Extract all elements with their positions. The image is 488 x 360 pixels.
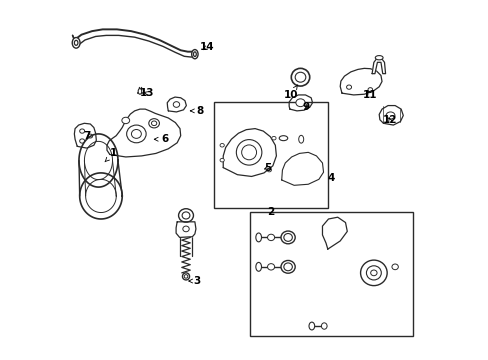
Polygon shape xyxy=(378,105,403,125)
Ellipse shape xyxy=(367,88,372,91)
Polygon shape xyxy=(340,68,381,95)
Ellipse shape xyxy=(151,121,157,126)
Ellipse shape xyxy=(80,139,84,143)
Ellipse shape xyxy=(182,273,189,280)
Polygon shape xyxy=(281,152,323,185)
Ellipse shape xyxy=(283,263,292,271)
Ellipse shape xyxy=(236,140,262,165)
Ellipse shape xyxy=(298,135,303,143)
Text: 3: 3 xyxy=(188,276,200,286)
Ellipse shape xyxy=(271,136,276,140)
Polygon shape xyxy=(223,129,276,176)
Ellipse shape xyxy=(191,50,198,59)
Ellipse shape xyxy=(126,125,146,143)
Ellipse shape xyxy=(266,168,271,172)
Ellipse shape xyxy=(148,119,159,128)
Ellipse shape xyxy=(178,209,193,222)
Ellipse shape xyxy=(241,145,256,160)
Ellipse shape xyxy=(183,226,189,232)
Ellipse shape xyxy=(386,112,394,119)
Polygon shape xyxy=(322,217,346,249)
Bar xyxy=(214,102,327,208)
Ellipse shape xyxy=(138,89,142,94)
Text: 14: 14 xyxy=(200,42,214,52)
Ellipse shape xyxy=(366,266,381,280)
Ellipse shape xyxy=(291,68,309,86)
Ellipse shape xyxy=(220,144,224,147)
Text: 9: 9 xyxy=(303,102,309,112)
Ellipse shape xyxy=(346,85,351,89)
Ellipse shape xyxy=(283,234,292,241)
Ellipse shape xyxy=(131,130,141,138)
Text: 5: 5 xyxy=(264,163,271,172)
Ellipse shape xyxy=(122,117,129,123)
Ellipse shape xyxy=(173,102,179,107)
Polygon shape xyxy=(176,222,196,238)
Text: 7: 7 xyxy=(83,131,90,141)
Ellipse shape xyxy=(255,233,261,242)
Ellipse shape xyxy=(295,99,305,107)
Bar xyxy=(249,212,412,336)
Ellipse shape xyxy=(321,323,326,329)
Ellipse shape xyxy=(281,231,295,244)
Polygon shape xyxy=(107,109,181,157)
Polygon shape xyxy=(288,95,312,111)
Ellipse shape xyxy=(88,134,92,138)
Ellipse shape xyxy=(182,212,189,219)
Ellipse shape xyxy=(255,262,261,271)
Ellipse shape xyxy=(295,72,305,82)
Text: 12: 12 xyxy=(382,115,396,125)
Ellipse shape xyxy=(74,40,78,45)
Ellipse shape xyxy=(193,52,196,57)
Text: 2: 2 xyxy=(267,207,274,217)
Ellipse shape xyxy=(308,322,314,330)
Text: 8: 8 xyxy=(190,106,203,116)
Text: 13: 13 xyxy=(140,88,154,98)
Ellipse shape xyxy=(267,234,274,240)
Ellipse shape xyxy=(220,158,224,162)
Ellipse shape xyxy=(80,129,84,133)
Text: 4: 4 xyxy=(327,173,334,183)
Ellipse shape xyxy=(360,260,386,285)
Ellipse shape xyxy=(184,275,187,278)
Ellipse shape xyxy=(267,264,274,270)
Ellipse shape xyxy=(281,260,295,273)
Ellipse shape xyxy=(72,37,80,48)
Polygon shape xyxy=(167,97,186,112)
Ellipse shape xyxy=(391,264,398,270)
Text: 6: 6 xyxy=(154,134,168,144)
Ellipse shape xyxy=(279,136,287,141)
Text: 1: 1 xyxy=(105,148,117,162)
Ellipse shape xyxy=(370,270,376,276)
Polygon shape xyxy=(74,123,96,148)
Text: 10: 10 xyxy=(283,85,297,100)
Ellipse shape xyxy=(374,55,382,60)
Polygon shape xyxy=(371,58,385,74)
Text: 11: 11 xyxy=(362,90,377,100)
